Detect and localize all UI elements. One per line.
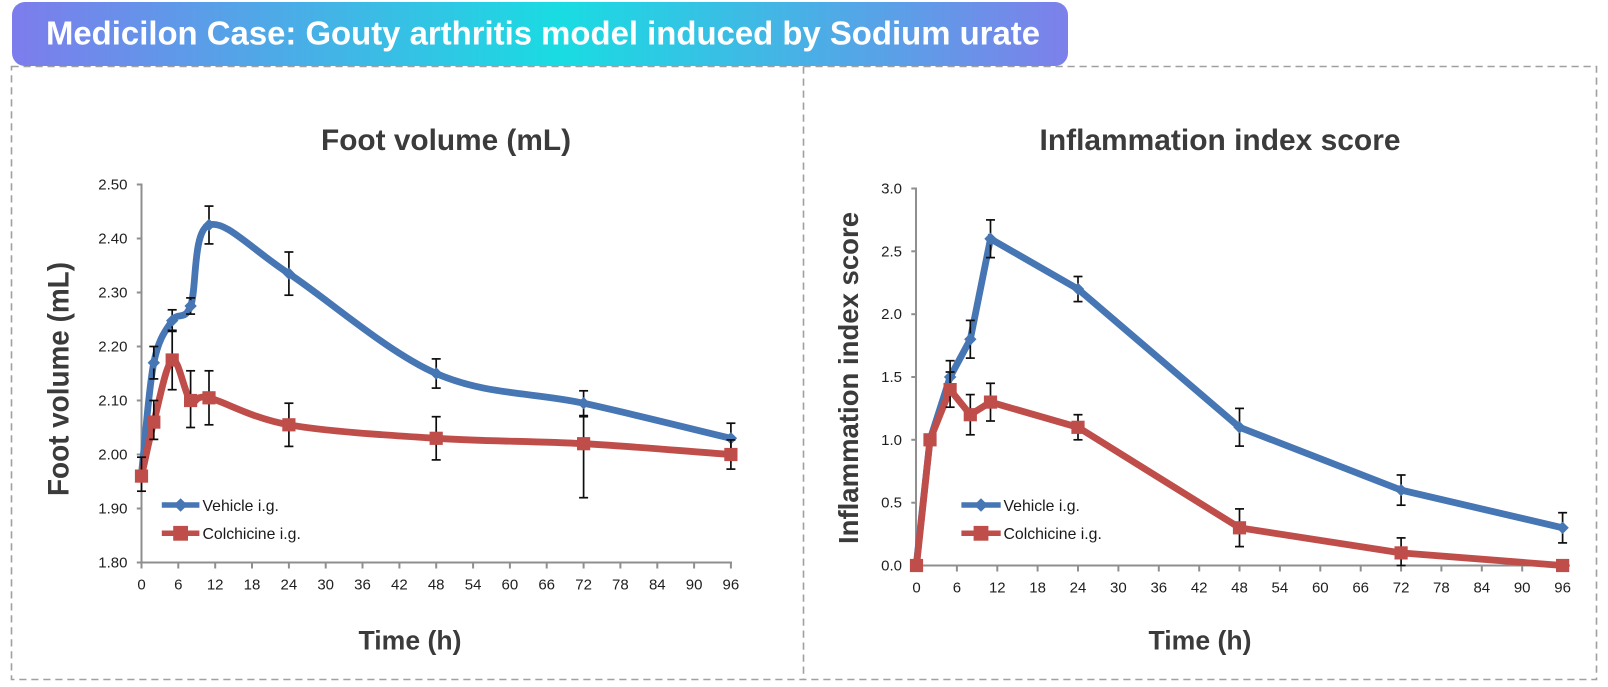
svg-text:2.40: 2.40 — [98, 231, 127, 248]
svg-text:2.50: 2.50 — [98, 177, 127, 194]
svg-text:48: 48 — [428, 577, 445, 594]
svg-text:0.0: 0.0 — [881, 558, 902, 575]
svg-text:36: 36 — [354, 577, 371, 594]
svg-text:96: 96 — [1554, 580, 1571, 597]
svg-text:12: 12 — [989, 580, 1006, 597]
svg-text:0.5: 0.5 — [881, 495, 902, 512]
svg-text:54: 54 — [465, 577, 482, 594]
svg-text:Foot volume (mL): Foot volume (mL) — [43, 262, 76, 496]
svg-text:96: 96 — [723, 577, 740, 594]
svg-text:60: 60 — [1312, 580, 1329, 597]
svg-text:24: 24 — [1070, 580, 1087, 597]
svg-text:42: 42 — [391, 577, 408, 594]
svg-text:72: 72 — [575, 577, 592, 594]
svg-text:Time (h): Time (h) — [359, 626, 462, 656]
svg-text:42: 42 — [1191, 580, 1208, 597]
svg-text:90: 90 — [686, 577, 703, 594]
svg-text:1.5: 1.5 — [881, 369, 902, 386]
svg-text:2.00: 2.00 — [98, 447, 127, 464]
svg-text:2.30: 2.30 — [98, 285, 127, 302]
svg-text:0: 0 — [137, 577, 145, 594]
svg-text:84: 84 — [649, 577, 666, 594]
svg-text:Vehicle i.g.: Vehicle i.g. — [1004, 498, 1080, 515]
svg-text:54: 54 — [1272, 580, 1289, 597]
svg-text:18: 18 — [1029, 580, 1046, 597]
svg-text:2.0: 2.0 — [881, 306, 902, 323]
svg-text:Colchicine i.g.: Colchicine i.g. — [203, 526, 301, 543]
svg-text:60: 60 — [502, 577, 519, 594]
svg-text:90: 90 — [1514, 580, 1531, 597]
svg-text:30: 30 — [1110, 580, 1127, 597]
svg-text:1.90: 1.90 — [98, 501, 127, 518]
svg-text:78: 78 — [1433, 580, 1450, 597]
svg-text:18: 18 — [244, 577, 261, 594]
svg-text:78: 78 — [612, 577, 629, 594]
svg-text:Vehicle i.g.: Vehicle i.g. — [203, 498, 279, 515]
svg-text:84: 84 — [1473, 580, 1490, 597]
svg-text:2.10: 2.10 — [98, 393, 127, 410]
svg-text:6: 6 — [174, 577, 182, 594]
svg-text:24: 24 — [281, 577, 298, 594]
svg-text:3.0: 3.0 — [881, 181, 902, 198]
svg-text:48: 48 — [1231, 580, 1248, 597]
svg-text:Medicilon Case: Gouty arthriti: Medicilon Case: Gouty arthritis model in… — [46, 15, 1040, 52]
svg-text:66: 66 — [1352, 580, 1369, 597]
svg-text:Foot volume (mL): Foot volume (mL) — [321, 124, 571, 157]
svg-text:0: 0 — [912, 580, 920, 597]
svg-text:30: 30 — [317, 577, 334, 594]
svg-text:Inflammation index score: Inflammation index score — [1040, 124, 1401, 157]
svg-text:1.80: 1.80 — [98, 555, 127, 572]
svg-text:2.20: 2.20 — [98, 339, 127, 356]
svg-text:1.0: 1.0 — [881, 432, 902, 449]
svg-text:Time (h): Time (h) — [1149, 626, 1252, 656]
svg-text:Inflammation index score: Inflammation index score — [833, 212, 864, 544]
svg-text:36: 36 — [1150, 580, 1167, 597]
svg-text:Colchicine i.g.: Colchicine i.g. — [1004, 526, 1102, 543]
svg-text:66: 66 — [538, 577, 555, 594]
svg-text:72: 72 — [1393, 580, 1410, 597]
svg-text:12: 12 — [207, 577, 224, 594]
svg-text:2.5: 2.5 — [881, 243, 902, 260]
svg-text:6: 6 — [953, 580, 961, 597]
